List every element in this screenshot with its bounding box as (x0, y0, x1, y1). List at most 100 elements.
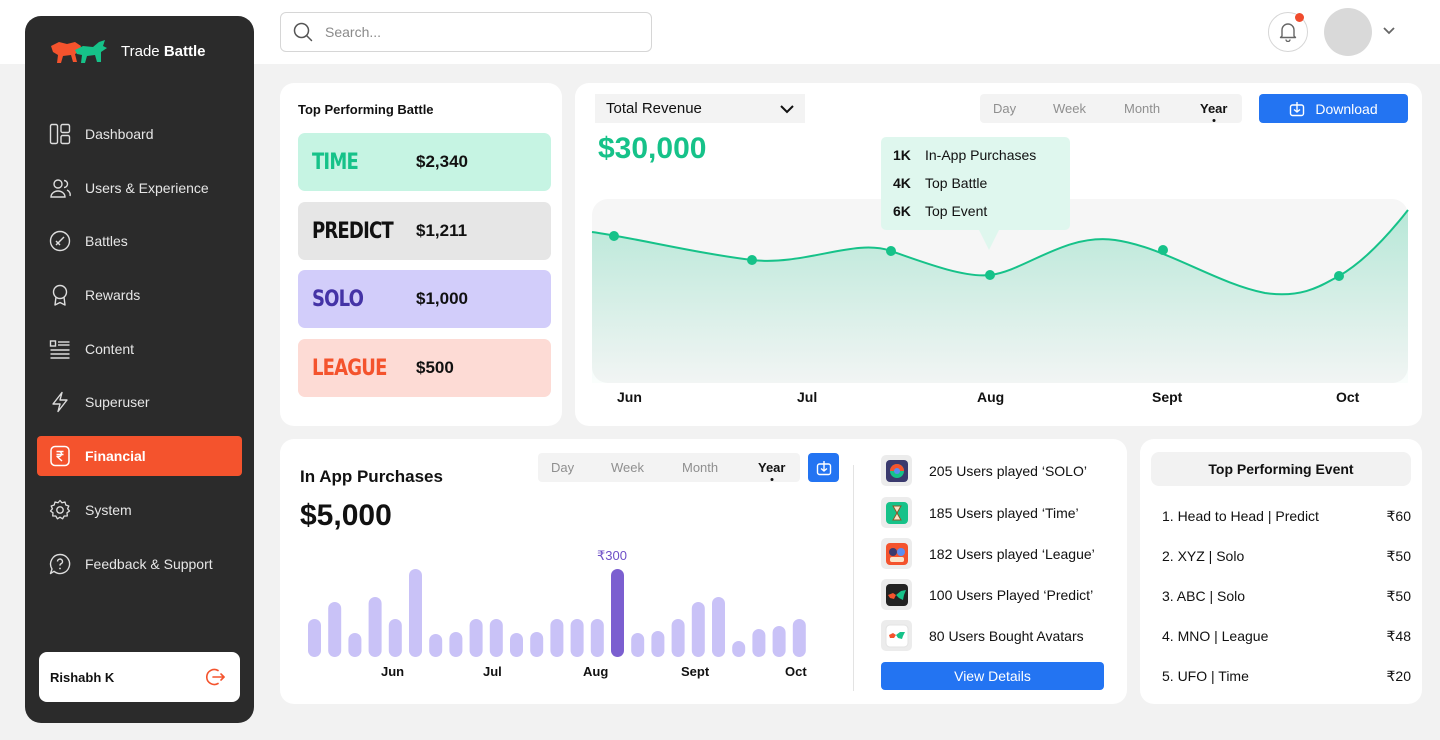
event-row[interactable]: 3. ABC | Solo ₹50 (1162, 588, 1411, 604)
profile-avatar[interactable] (1324, 8, 1372, 56)
league-thumb-icon (881, 538, 912, 569)
in-app-total: $5,000 (300, 499, 392, 532)
sidebar-item-system[interactable]: System (37, 490, 242, 530)
brand-logo[interactable]: Trade Battle (49, 36, 206, 66)
list-item[interactable]: 182 Users played ‘League’ (881, 538, 1121, 569)
bar[interactable] (489, 619, 503, 657)
tooltip-row: 4K Top Battle (893, 175, 988, 191)
divider (853, 465, 854, 691)
bar[interactable] (510, 633, 523, 657)
sidebar-item-label: Feedback & Support (85, 555, 213, 572)
x-axis-label: Jun (381, 664, 405, 679)
revenue-point[interactable] (1334, 271, 1344, 281)
battle-amount: $500 (416, 358, 454, 377)
x-axis-label: Aug (583, 664, 609, 679)
sidebar-item-label: Rewards (85, 287, 141, 304)
sidebar-item-content[interactable]: Content (37, 329, 242, 369)
search-input[interactable] (325, 24, 605, 40)
bar[interactable] (590, 619, 604, 657)
view-details-button[interactable]: View Details (881, 662, 1104, 690)
battle-row-predict[interactable]: PREDICT $1,211 (298, 202, 551, 260)
chevron-down-icon[interactable] (1382, 24, 1396, 38)
x-axis-label: Oct (1336, 389, 1360, 405)
event-row[interactable]: 1. Head to Head | Predict ₹60 (1162, 508, 1411, 524)
sidebar-item-label: System (85, 501, 132, 518)
period-month[interactable]: Month (682, 460, 719, 475)
download-icon (1290, 101, 1305, 116)
sidebar-item-label: Dashboard (85, 126, 154, 142)
bar[interactable] (388, 619, 402, 657)
period-day[interactable]: Day (551, 460, 575, 475)
event-row[interactable]: 2. XYZ | Solo ₹50 (1162, 548, 1411, 564)
period-week[interactable]: Week (1053, 101, 1086, 116)
battle-row-league[interactable]: LEAGUE $500 (298, 339, 551, 397)
sidebar-item-battles[interactable]: Battles (37, 221, 242, 261)
revenue-point[interactable] (609, 231, 619, 241)
battle-row-solo[interactable]: SOLO $1,000 (298, 270, 551, 328)
bar[interactable] (772, 626, 786, 657)
revenue-point[interactable] (747, 255, 757, 265)
bar[interactable] (550, 619, 564, 657)
sidebar-item-financial[interactable]: Financial (37, 436, 242, 477)
bar[interactable] (792, 619, 806, 657)
period-year[interactable]: Year (1200, 101, 1228, 116)
in-app-period-selector: Day Week Month Year (538, 453, 800, 482)
bar[interactable] (328, 602, 342, 657)
sidebar-item-dashboard[interactable]: Dashboard (37, 114, 242, 154)
battle-row-time[interactable]: TIME $2,340 (298, 133, 551, 191)
card-title: In App Purchases (300, 467, 443, 486)
search-box[interactable] (280, 12, 652, 52)
list-item[interactable]: 80 Users Bought Avatars (881, 620, 1121, 651)
bar[interactable] (348, 633, 362, 657)
in-app-download-button[interactable] (808, 453, 839, 482)
event-row[interactable]: 4. MNO | League ₹48 (1162, 628, 1411, 644)
bar[interactable] (530, 632, 544, 657)
battle-amount: $1,211 (416, 221, 468, 240)
gear-icon (49, 499, 71, 520)
bar[interactable] (368, 597, 382, 657)
battles-icon (49, 231, 71, 252)
bar[interactable] (712, 597, 725, 657)
revenue-type-dropdown[interactable]: Total Revenue (595, 94, 805, 123)
sidebar-item-users[interactable]: Users & Experience (37, 168, 242, 208)
bar[interactable] (651, 631, 665, 657)
bar[interactable] (631, 633, 645, 657)
revenue-card: Total Revenue Day Week Month Year Downlo… (575, 83, 1422, 426)
download-button[interactable]: Download (1259, 94, 1408, 123)
sidebar-item-rewards[interactable]: Rewards (37, 275, 242, 315)
download-label: Download (1315, 100, 1378, 117)
bar[interactable] (752, 629, 766, 657)
sidebar-item-superuser[interactable]: Superuser (37, 382, 242, 422)
event-row[interactable]: 5. UFO | Time ₹20 (1162, 668, 1411, 684)
rupee-icon (50, 445, 70, 467)
highlight-bar-label: ₹300 (597, 548, 627, 563)
list-item[interactable]: 185 Users played ‘Time’ (881, 497, 1121, 528)
list-item[interactable]: 100 Users Played ‘Predict’ (881, 579, 1121, 610)
period-year[interactable]: Year (758, 460, 786, 475)
battle-name: PREDICT (311, 218, 394, 244)
bar[interactable] (732, 641, 746, 657)
bar[interactable] (691, 602, 705, 657)
bar[interactable] (570, 619, 584, 657)
bar[interactable] (308, 619, 321, 657)
period-week[interactable]: Week (611, 460, 644, 475)
list-item[interactable]: 205 Users played ‘SOLO’ (881, 455, 1121, 486)
logout-icon[interactable] (206, 667, 226, 687)
revenue-point[interactable] (985, 270, 995, 280)
bar[interactable] (671, 619, 685, 657)
user-name: Rishabh K (50, 669, 115, 685)
in-app-purchases-card: In App Purchases $5,000 Day Week Month Y… (280, 439, 1127, 704)
bar[interactable] (409, 569, 422, 657)
bar[interactable] (469, 619, 483, 657)
revenue-point[interactable] (1158, 245, 1168, 255)
sidebar-item-feedback[interactable]: Feedback & Support (37, 544, 242, 584)
period-day[interactable]: Day (993, 101, 1017, 116)
revenue-total: $30,000 (598, 132, 707, 165)
solo-thumb-icon (881, 455, 912, 486)
period-month[interactable]: Month (1124, 101, 1161, 116)
bar[interactable] (449, 632, 463, 657)
highlighted-bar[interactable] (611, 569, 624, 657)
notifications-button[interactable] (1268, 12, 1308, 52)
revenue-point[interactable] (886, 246, 896, 256)
bar[interactable] (429, 634, 443, 657)
